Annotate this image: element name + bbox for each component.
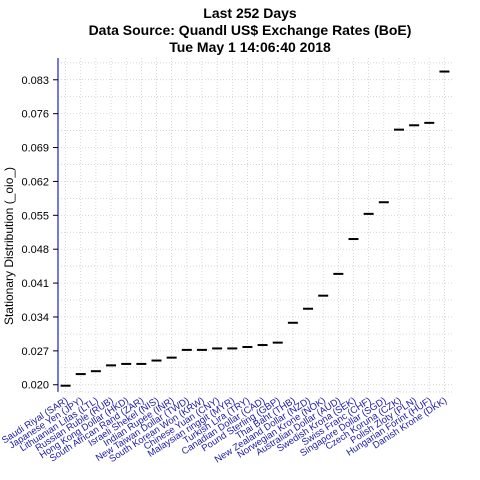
y-tick-label: 0.027 [21,346,49,358]
y-tick-label: 0.076 [21,109,49,121]
chart-title-line-2: Data Source: Quandl US$ Exchange Rates (… [89,22,412,38]
y-tick-label: 0.083 [21,75,49,87]
y-tick-label: 0.020 [21,380,49,392]
data-markers [60,70,450,387]
y-tick-label: 0.062 [21,176,49,188]
y-tick-label: 0.055 [21,210,49,222]
y-axis-label: Stationary Distribution (_oio_) [2,167,16,325]
y-tick-label: 0.048 [21,244,49,256]
y-ticks: 0.020 0.027 0.034 0.041 0.048 0.055 0.062 0.069… [21,75,58,392]
y-tick-label: 0.041 [21,278,49,290]
chart-title-line-1: Last 252 Days [203,5,297,21]
y-tick-label: 0.069 [21,143,49,155]
y-tick-label: 0.034 [21,312,49,324]
axes [57,58,452,393]
grid [58,58,452,392]
chart-title-line-3: Tue May 1 14:06:40 2018 [169,39,331,55]
x-tick-labels: Saudi Riyal (SAR)Japanese Yen (JPY)Lithu… [0,395,449,465]
